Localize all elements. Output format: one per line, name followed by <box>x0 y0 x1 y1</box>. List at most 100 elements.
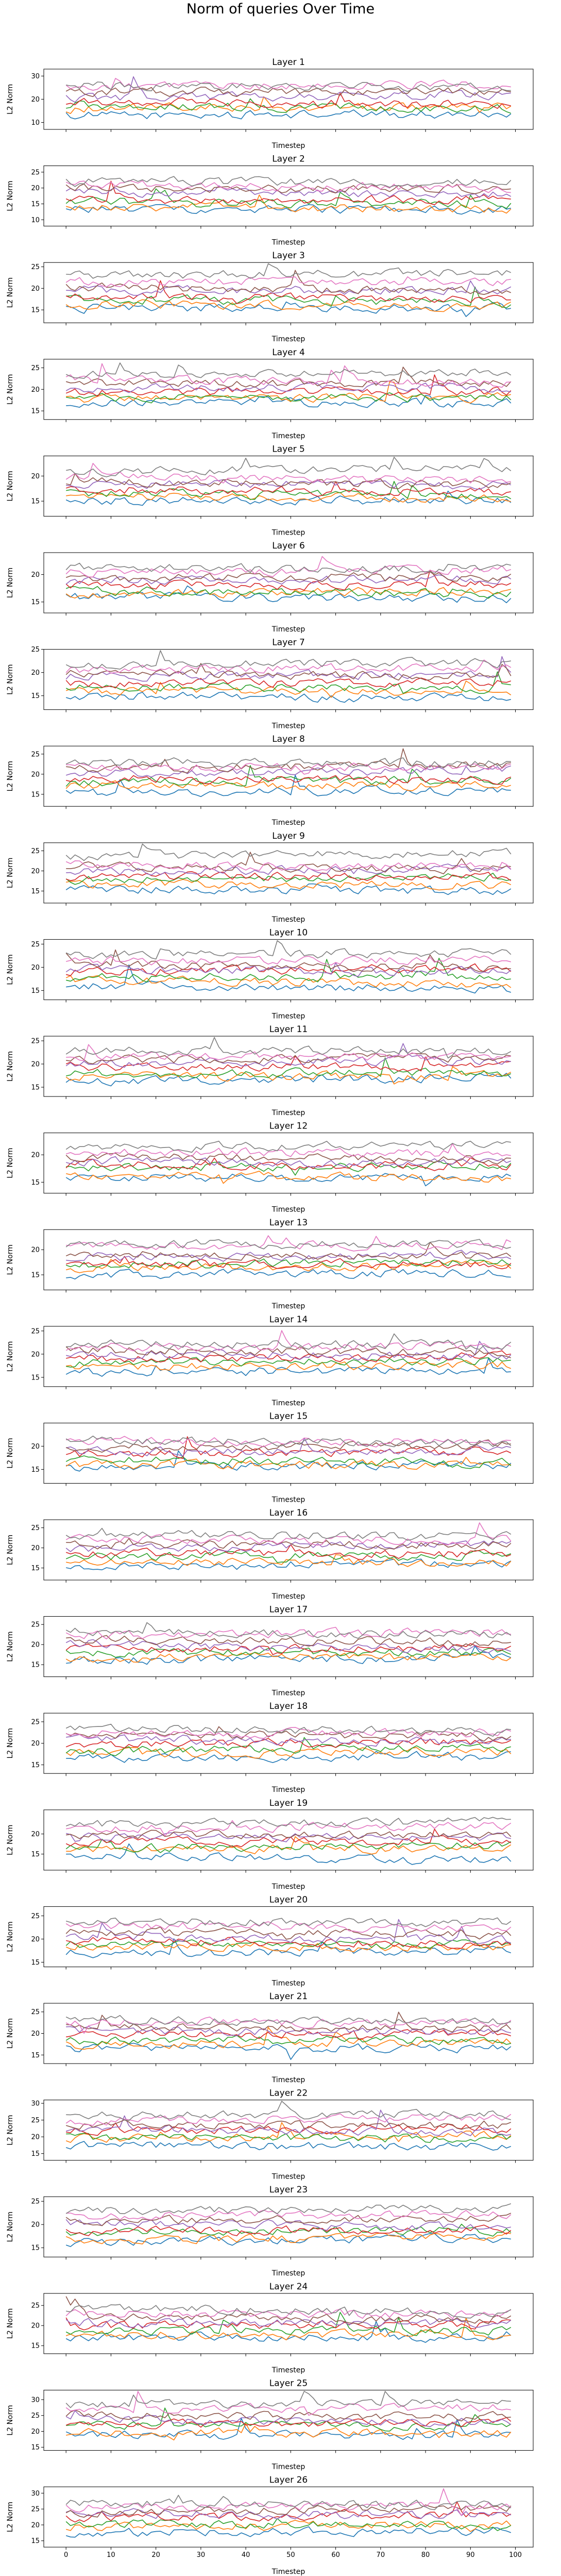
series-line-8 <box>65 843 512 861</box>
y-tick-label: 30 <box>31 2396 40 2404</box>
series-line-3 <box>66 1357 511 1368</box>
series-line-1 <box>66 2042 512 2060</box>
series-line-1 <box>65 109 512 120</box>
series-line-8 <box>65 1817 511 1829</box>
y-tick-label: 30 <box>31 2490 40 2498</box>
panel-title: Layer 13 <box>269 1218 308 1228</box>
x-tick-label: 20 <box>151 2551 160 2559</box>
series-line-3 <box>65 765 512 787</box>
series-line-5 <box>66 2026 511 2036</box>
y-tick-label: 15 <box>31 987 40 995</box>
series-line-3 <box>65 1648 512 1658</box>
series-line-7 <box>65 180 511 193</box>
panel-19: Layer 19 L2 Norm Timestep 15 20 <box>6 1798 534 1891</box>
series-group <box>65 940 512 994</box>
series-line-2 <box>65 2026 512 2050</box>
series-line-3 <box>65 188 512 209</box>
y-tick-label: 20 <box>31 2030 40 2038</box>
series-line-2 <box>65 1066 512 1085</box>
series-group <box>65 650 512 703</box>
series-line-2 <box>65 1259 512 1273</box>
series-line-7 <box>65 1626 511 1639</box>
panel-24: Layer 24 L2 Norm Timestep 15 20 25 <box>6 2282 534 2374</box>
series-line-8 <box>65 2495 512 2511</box>
series-line-5 <box>66 1250 512 1262</box>
panel-title: Layer 17 <box>269 1605 308 1615</box>
series-line-3 <box>66 2407 512 2432</box>
series-line-1 <box>65 490 512 506</box>
y-axis-label: L2 Norm <box>6 954 14 985</box>
series-line-1 <box>66 301 511 317</box>
y-tick-label: 15 <box>31 307 40 314</box>
x-axis-label: Timestep <box>271 528 305 537</box>
x-axis-label: Timestep <box>271 432 305 440</box>
panel-title: Layer 11 <box>269 1024 308 1035</box>
series-line-5 <box>65 185 512 198</box>
series-line-3 <box>66 286 512 308</box>
series-line-3 <box>65 2223 512 2237</box>
series-group <box>65 2203 512 2247</box>
x-axis-label: Timestep <box>271 1979 305 1987</box>
panel-title: Layer 3 <box>272 251 305 261</box>
series-line-7 <box>65 659 512 674</box>
panel-8: Layer 8 L2 Norm Timestep 15 20 25 <box>6 734 534 827</box>
panel-4: Layer 4 L2 Norm Timestep 15 20 25 <box>6 347 534 440</box>
series-group <box>65 556 512 603</box>
series-line-6 <box>65 2409 511 2422</box>
y-tick-label: 20 <box>31 1152 40 1159</box>
series-group <box>65 2101 512 2151</box>
series-line-3 <box>65 2518 512 2531</box>
axes-frame <box>43 262 534 323</box>
series-line-8 <box>66 456 512 477</box>
series-group <box>65 1817 512 1865</box>
series-line-1 <box>65 2321 512 2343</box>
axes-frame <box>43 745 534 807</box>
panel-title: Layer 9 <box>272 831 305 841</box>
figure-title: Norm of queries Over Time <box>186 1 375 17</box>
series-line-2 <box>65 1457 511 1470</box>
series-line-4 <box>65 1055 511 1072</box>
panel-title: Layer 5 <box>272 444 305 454</box>
series-line-1 <box>66 1751 511 1763</box>
y-axis-label: L2 Norm <box>6 471 14 501</box>
y-tick-label: 25 <box>31 169 40 176</box>
series-line-6 <box>65 571 512 583</box>
x-tick-label: 30 <box>197 2551 206 2559</box>
y-tick-label: 20 <box>31 2521 40 2529</box>
y-tick-label: 20 <box>31 771 40 778</box>
panel-title: Layer 1 <box>272 57 305 68</box>
series-line-8 <box>65 562 511 574</box>
series-line-8 <box>66 2304 512 2319</box>
series-line-6 <box>65 1439 511 1453</box>
series-line-2 <box>66 381 511 404</box>
x-axis-label: Timestep <box>271 2269 305 2278</box>
y-axis-label: L2 Norm <box>6 761 14 791</box>
series-line-8 <box>66 263 512 279</box>
series-line-1 <box>65 1073 512 1087</box>
series-line-7 <box>65 1330 512 1352</box>
panel-17: Layer 17 L2 Norm Timestep 15 20 25 <box>6 1605 534 1698</box>
panel-20: Layer 20 L2 Norm Timestep 15 20 25 <box>6 1894 534 1987</box>
y-tick-label: 20 <box>31 1351 40 1358</box>
series-line-6 <box>65 367 512 388</box>
series-line-1 <box>65 1938 512 1958</box>
series-line-5 <box>65 382 511 393</box>
x-axis-label: Timestep <box>271 2076 305 2084</box>
series-group <box>65 2390 512 2441</box>
y-tick-label: 20 <box>31 1061 40 1069</box>
y-axis-label: L2 Norm <box>6 2405 14 2435</box>
series-line-4 <box>65 570 512 591</box>
series-line-5 <box>65 1540 512 1552</box>
y-tick-label: 20 <box>31 2428 40 2436</box>
y-tick-label: 25 <box>31 1524 40 1532</box>
series-line-4 <box>66 2029 512 2040</box>
y-tick-label: 25 <box>31 1327 40 1335</box>
axes-frame <box>43 1422 534 1484</box>
series-line-1 <box>66 1268 511 1279</box>
series-line-3 <box>65 1838 512 1853</box>
series-group <box>65 1723 512 1763</box>
y-tick-label: 30 <box>31 2100 40 2108</box>
series-line-7 <box>65 1727 512 1739</box>
series-line-3 <box>65 1455 512 1469</box>
series-line-4 <box>65 481 511 497</box>
